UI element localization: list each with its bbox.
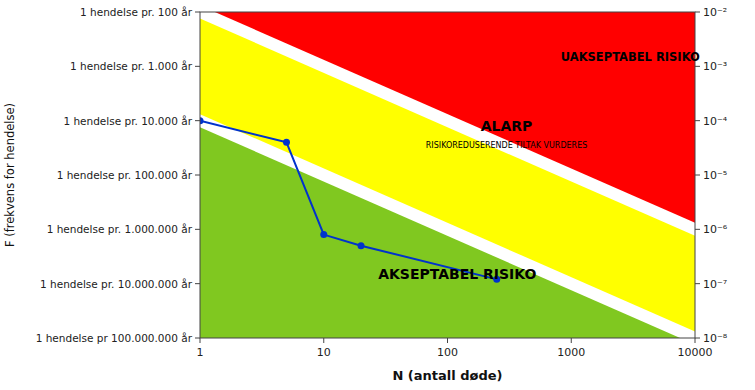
y2-tick xyxy=(695,175,700,176)
y2-tick-label: 10⁻⁵ xyxy=(703,169,727,182)
y-tick xyxy=(195,338,200,339)
y-tick-label: 1 hendelse pr. 10.000 år xyxy=(63,115,192,127)
y2-tick-label: 10⁻⁸ xyxy=(703,332,728,345)
y2-tick-label: 10⁻⁶ xyxy=(703,223,728,236)
y-tick-label: 1 hendelse pr. 100 år xyxy=(80,6,193,18)
x-tick xyxy=(571,338,572,343)
x-tick-label: 1 xyxy=(197,346,204,359)
y2-tick xyxy=(695,66,700,67)
y-tick xyxy=(195,175,200,176)
y-tick xyxy=(195,66,200,67)
series-marker xyxy=(320,231,327,238)
boundary-band xyxy=(200,12,695,236)
y-tick-label: 1 hendelse pr. 1.000.000 år xyxy=(47,223,193,235)
y2-tick xyxy=(695,338,700,339)
series-marker xyxy=(358,242,365,249)
series-marker xyxy=(200,117,204,124)
x-tick-label: 10 xyxy=(317,346,331,359)
x-tick-label: 100 xyxy=(437,346,458,359)
x-axis-label: N (antall døde) xyxy=(392,368,502,383)
boundary-band xyxy=(200,114,695,338)
y-tick-label: 1 hendelse pr 100.000.000 år xyxy=(36,332,193,344)
x-tick xyxy=(695,338,696,343)
region-label: ALARP xyxy=(481,118,533,134)
y-tick xyxy=(195,229,200,230)
x-tick-label: 1000 xyxy=(557,346,585,359)
x-tick-label: 10000 xyxy=(678,346,713,359)
x-tick xyxy=(323,338,324,343)
chart: 1 10 100 1000 10000 1 hendelse pr. 100 år 1 he… xyxy=(0,0,755,390)
y2-tick-label: 10⁻⁴ xyxy=(703,115,728,128)
x-tick xyxy=(447,338,448,343)
y-tick-label: 1 hendelse pr. 100.000 år xyxy=(57,169,193,181)
y2-tick-label: 10⁻² xyxy=(703,6,727,19)
x-tick xyxy=(200,338,201,343)
y2-tick xyxy=(695,283,700,284)
y-tick-label: 1 hendelse pr. 1.000 år xyxy=(70,60,193,72)
y-tick-label: 1 hendelse pr. 10.000.000 år xyxy=(40,278,193,290)
y-tick xyxy=(195,12,200,13)
y2-tick-label: 10⁻⁷ xyxy=(703,278,727,291)
region-label: UAKSEPTABEL RISIKO xyxy=(561,50,700,64)
y-axis-label: F (frekvens for hendelse) xyxy=(3,103,17,247)
y2-tick xyxy=(695,12,700,13)
series-marker xyxy=(283,139,290,146)
y2-tick-label: 10⁻³ xyxy=(703,60,727,73)
y2-tick xyxy=(695,120,700,121)
region-label: AKSEPTABEL RISIKO xyxy=(378,266,536,282)
y-tick xyxy=(195,120,200,121)
y-tick xyxy=(195,283,200,284)
y2-tick xyxy=(695,229,700,230)
region-sublabel: RISIKOREDUSERENDE TILTAK VURDERES xyxy=(426,141,588,150)
